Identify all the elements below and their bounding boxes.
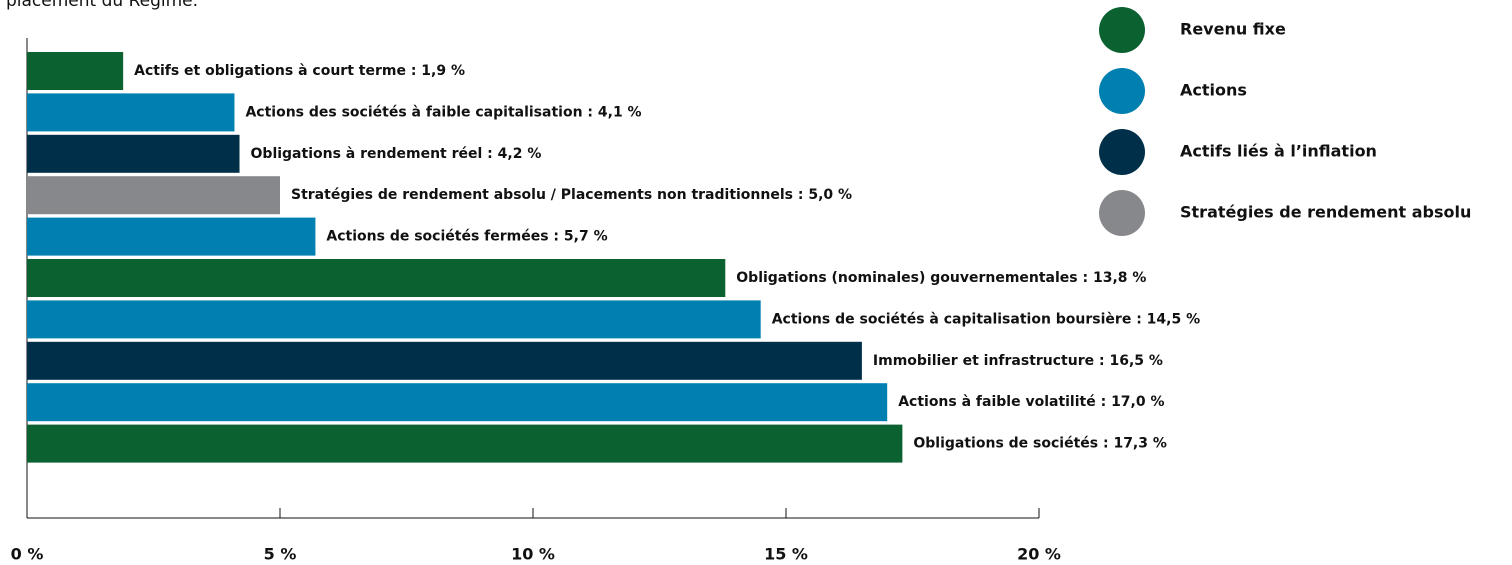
- bar: [27, 424, 903, 463]
- bar: [27, 93, 235, 132]
- bar: [27, 383, 888, 422]
- legend-label: Revenu fixe: [1180, 20, 1286, 39]
- bar: [27, 341, 862, 380]
- bar-label: Stratégies de rendement absolu / Placeme…: [291, 187, 852, 203]
- legend-label: Actions: [1180, 81, 1247, 100]
- bar: [27, 52, 124, 90]
- bar-label: Obligations (nominales) gouvernementales…: [736, 270, 1146, 286]
- x-tick-label: 0 %: [11, 545, 44, 564]
- x-tick-label: 15 %: [764, 545, 808, 564]
- legend-swatch: [1099, 68, 1145, 114]
- bar-label: Obligations de sociétés : 17,3 %: [913, 436, 1167, 452]
- bar-label: Actions des sociétés à faible capitalisa…: [245, 104, 641, 120]
- bar: [27, 217, 316, 256]
- legend-swatch: [1099, 129, 1145, 175]
- bar-label: Actions de sociétés fermées : 5,7 %: [326, 229, 607, 245]
- bar-label: Actions à faible volatilité : 17,0 %: [898, 394, 1164, 410]
- bar-label: Immobilier et infrastructure : 16,5 %: [873, 353, 1163, 369]
- legend-label: Actifs liés à l’inflation: [1180, 142, 1377, 161]
- x-tick-label: 20 %: [1017, 545, 1061, 564]
- bar: [27, 176, 280, 215]
- chart-subtitle: placement du Régime.: [6, 0, 198, 11]
- bar: [27, 134, 240, 173]
- legend-swatch: [1099, 7, 1145, 53]
- x-tick-label: 10 %: [511, 545, 555, 564]
- bar: [27, 300, 761, 339]
- bar-label: Actifs et obligations à court terme : 1,…: [134, 63, 465, 79]
- bar: [27, 259, 726, 297]
- x-tick-label: 5 %: [264, 545, 297, 564]
- bar-label: Actions de sociétés à capitalisation bou…: [772, 311, 1200, 327]
- legend-label: Stratégies de rendement absolu: [1180, 203, 1471, 222]
- legend-swatch: [1099, 190, 1145, 236]
- bar-label: Obligations à rendement réel : 4,2 %: [251, 146, 542, 162]
